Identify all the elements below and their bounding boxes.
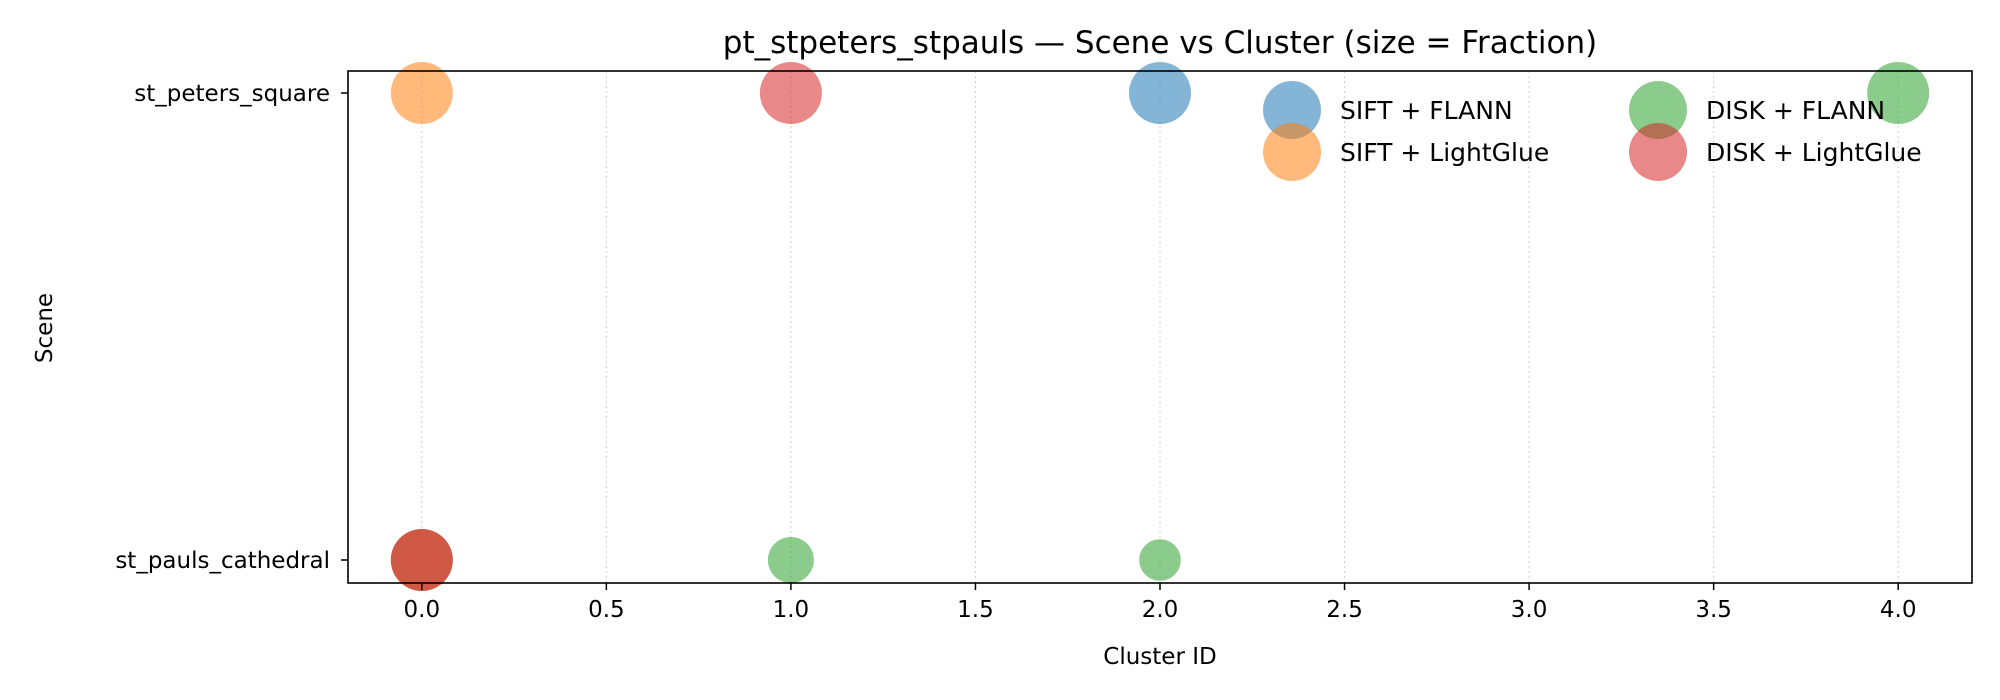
x-axis-ticks: 0.0 0.5 1.0 1.5 2.0 2.5 3.0 3.5 4.0 <box>404 583 1917 623</box>
scatter-point <box>390 529 453 591</box>
x-tick-label: 0.5 <box>588 597 625 623</box>
scatter-point <box>767 537 814 583</box>
x-axis-label: Cluster ID <box>1103 644 1216 670</box>
x-tick-label: 1.0 <box>773 597 810 623</box>
y-tick-label: st_peters_square <box>134 81 330 107</box>
legend-label: DISK + FLANN <box>1706 96 1885 125</box>
legend-label: SIFT + LightGlue <box>1340 138 1549 167</box>
scatter-point <box>1139 539 1181 581</box>
scatter-markers <box>390 62 1930 591</box>
grid-lines <box>421 71 1899 583</box>
scatter-point <box>1129 62 1191 124</box>
legend: SIFT + FLANN SIFT + LightGlue DISK + FLANN… <box>1263 81 1922 181</box>
x-tick-label: 4.0 <box>1880 597 1917 623</box>
legend-label: DISK + LightGlue <box>1706 138 1922 167</box>
legend-label: SIFT + FLANN <box>1340 96 1513 125</box>
chart-title: pt_stpeters_stpauls — Scene vs Cluster (… <box>723 25 1597 61</box>
x-tick-label: 2.5 <box>1326 597 1363 623</box>
legend-marker <box>1263 123 1321 181</box>
legend-marker <box>1263 81 1321 139</box>
x-tick-label: 3.0 <box>1511 597 1548 623</box>
scatter-point <box>390 62 453 124</box>
y-axis-label: Scene <box>32 293 58 363</box>
scatter-point <box>759 62 822 124</box>
legend-marker <box>1629 123 1687 181</box>
legend-marker <box>1629 81 1687 139</box>
y-tick-label: st_pauls_cathedral <box>115 548 330 574</box>
y-axis-ticks: st_peters_square st_pauls_cathedral <box>115 81 348 574</box>
x-tick-label: 3.5 <box>1695 597 1732 623</box>
x-tick-label: 1.5 <box>957 597 994 623</box>
x-tick-label: 2.0 <box>1142 597 1179 623</box>
scatter-point <box>1867 62 1930 124</box>
x-tick-label: 0.0 <box>404 597 441 623</box>
